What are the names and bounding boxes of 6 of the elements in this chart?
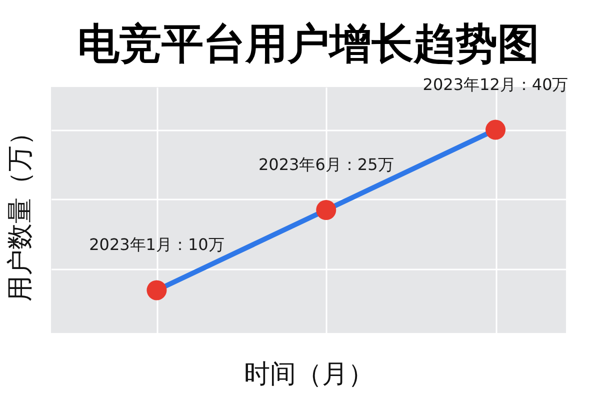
data-label: 2023年12月：40万: [422, 74, 568, 94]
x-axis-title: 时间（月）: [244, 360, 374, 390]
data-label: 2023年1月：10万: [89, 235, 224, 254]
data-label: 2023年6月：25万: [258, 155, 394, 174]
y-axis-title: 用户数量（万）: [6, 120, 36, 302]
chart-title: 电竞平台用户增长趋势图: [78, 18, 540, 68]
